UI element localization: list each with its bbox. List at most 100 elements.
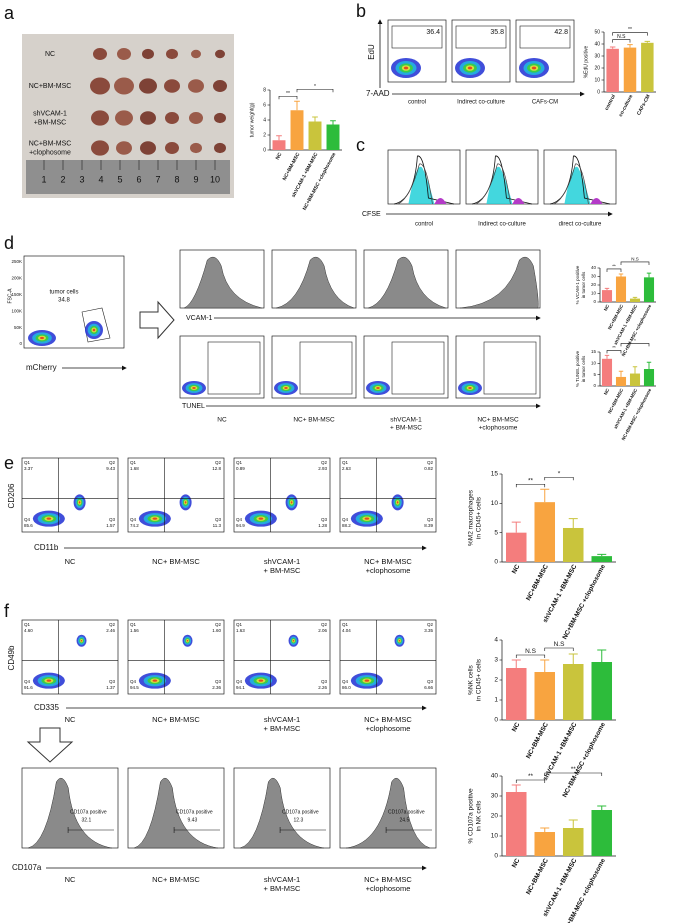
- tumor: [214, 142, 226, 154]
- gate: [299, 341, 353, 395]
- y-tick-label: 10: [491, 500, 499, 507]
- histogram-fill: [512, 198, 525, 204]
- error-bar: [632, 366, 638, 374]
- quadrant-value: 3.35: [424, 628, 433, 633]
- significance-bracket: [515, 483, 546, 488]
- y-tick-label: 4: [263, 117, 266, 123]
- quadrant-value: 1.37: [106, 685, 115, 690]
- bar: [615, 376, 627, 386]
- significance-bracket: [515, 779, 546, 783]
- error-bar: [312, 116, 318, 122]
- quadrant-name: Q3: [427, 679, 434, 684]
- axis-label: CD206: [7, 483, 16, 508]
- group-label: +clophosome: [479, 425, 518, 432]
- bar: [629, 373, 641, 386]
- quadrant-value: 94.5: [130, 685, 139, 690]
- error-bar: [632, 296, 638, 299]
- error-bar: [540, 659, 550, 672]
- tumor: [115, 110, 133, 126]
- error-bar: [330, 120, 336, 125]
- quadrant-value: 0.82: [424, 466, 433, 471]
- y-tick-label: 30: [591, 274, 597, 279]
- bar: [272, 140, 286, 150]
- bar: [562, 664, 584, 720]
- tumor: [189, 112, 203, 124]
- gate-value: 42.8: [554, 29, 568, 36]
- panel-letter: f: [4, 601, 10, 621]
- axis-label: FSC-A: [7, 288, 13, 304]
- quadrant-name: Q2: [321, 622, 328, 627]
- quadrant-name: Q1: [24, 622, 31, 627]
- tumor: [142, 48, 154, 60]
- density-blob: [46, 517, 52, 520]
- y-axis-label: %M2 macrophages: [467, 489, 474, 546]
- quadrant-name: Q1: [236, 622, 243, 627]
- error-bar: [511, 659, 521, 668]
- error-bar: [644, 40, 651, 43]
- quadrant-value: 2.93: [318, 466, 327, 471]
- quadrant-name: Q2: [215, 622, 222, 627]
- density-blob: [396, 501, 399, 504]
- density-blob: [186, 639, 189, 642]
- error-bar: [511, 784, 521, 792]
- tick-label: 150K: [11, 292, 22, 297]
- y-tick-label: 20: [594, 65, 600, 71]
- tumor: [214, 112, 226, 124]
- bar: [606, 48, 619, 92]
- quadrant-value: 85.6: [24, 523, 33, 528]
- histogram-line: [393, 155, 455, 205]
- tumor: [117, 48, 131, 60]
- density-blob: [80, 639, 83, 642]
- y-tick-label: 10: [591, 291, 597, 296]
- quadrant-name: Q3: [321, 679, 328, 684]
- group-label: NC: [45, 51, 55, 58]
- x-tick-label: NC: [603, 387, 611, 396]
- bar: [562, 527, 584, 562]
- bar: [643, 277, 655, 302]
- bar: [562, 828, 584, 856]
- ruler-number: 10: [210, 174, 220, 184]
- gate: [391, 341, 445, 395]
- gate: [455, 25, 507, 49]
- y-tick-label: 40: [491, 773, 499, 780]
- tick-label: 0: [19, 341, 22, 346]
- gate-value: 24.5: [400, 817, 410, 823]
- histogram-line: [397, 163, 433, 205]
- quadrant-name: Q4: [342, 517, 349, 522]
- group-label: shVCAM-1: [33, 110, 67, 117]
- gate-value: 36.4: [426, 29, 440, 36]
- ruler-number: 5: [117, 174, 122, 184]
- quadrant-name: Q2: [427, 622, 434, 627]
- histogram-fill: [183, 256, 263, 309]
- histogram-fill: [434, 198, 447, 204]
- y-axis-label: in tumor cells: [581, 271, 586, 298]
- gate-label: CD107a positive: [70, 809, 107, 815]
- axis-label: CD49b: [7, 645, 16, 670]
- quadrant-name: Q2: [215, 460, 222, 465]
- y-tick-label: 0: [263, 147, 266, 153]
- significance-label: N.S: [631, 257, 639, 262]
- quadrant-name: Q4: [130, 517, 137, 522]
- quadrant-name: Q1: [24, 460, 31, 465]
- y-tick-label: 0: [593, 299, 596, 304]
- x-tick-label: NC: [511, 721, 522, 733]
- quadrant-value: 8.39: [424, 523, 433, 528]
- quadrant-name: Q3: [109, 517, 116, 522]
- bar: [326, 124, 340, 150]
- significance-label: **: [612, 264, 616, 269]
- histogram-fill: [133, 777, 219, 849]
- group-label: NC+ BM-MSC: [364, 557, 412, 566]
- gate: [519, 25, 571, 49]
- quadrant-name: Q3: [321, 517, 328, 522]
- significance-bracket: [544, 647, 574, 651]
- histogram-line: [549, 155, 611, 205]
- significance-label: N.S: [617, 34, 626, 40]
- error-bar: [540, 827, 550, 832]
- group-label: + BM-MSC: [264, 884, 301, 893]
- y-tick-label: 10: [491, 833, 499, 840]
- tumor: [215, 49, 225, 59]
- y-axis-label: tumor weight(g): [249, 102, 255, 137]
- bar: [534, 832, 556, 856]
- quadrant-value: 0.89: [236, 466, 245, 471]
- axis-label: CD11b: [34, 543, 59, 552]
